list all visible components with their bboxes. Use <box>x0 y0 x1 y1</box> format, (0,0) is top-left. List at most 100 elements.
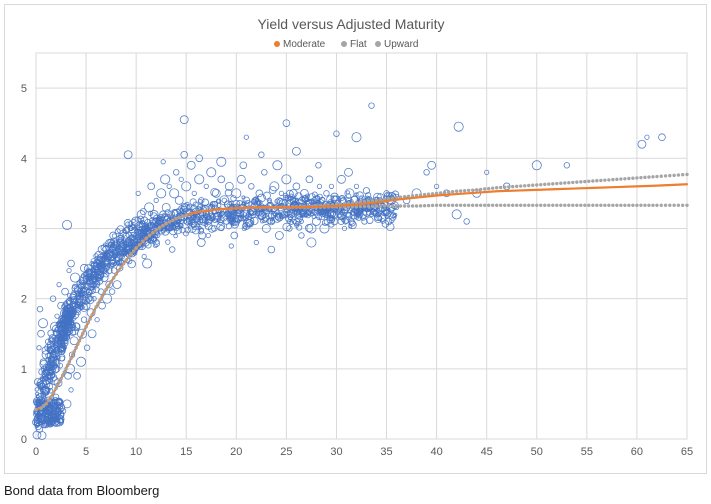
scatter-point <box>402 196 411 205</box>
flat-curve-point <box>74 346 78 350</box>
scatter-point <box>323 190 330 197</box>
flat-curve-point <box>86 321 90 325</box>
x-tick-label: 50 <box>531 446 543 458</box>
scatter-point <box>111 245 121 254</box>
upward-curve-point <box>450 189 455 194</box>
scatter-point <box>291 218 297 225</box>
scatter-point <box>268 186 277 194</box>
upward-curve-point <box>547 182 551 186</box>
flat-curve-point <box>98 298 102 302</box>
scatter-point <box>131 216 142 227</box>
x-tick-label: 35 <box>380 446 392 458</box>
flat-curve-point <box>370 204 375 208</box>
upward-curve-point <box>354 200 359 205</box>
scatter-point <box>48 420 53 426</box>
caption: Bond data from Bloomberg <box>4 483 160 498</box>
flat-curve-point <box>643 203 647 207</box>
flat-curve-point <box>154 228 158 232</box>
scatter-point <box>256 209 267 220</box>
scatter-point <box>168 226 174 232</box>
scatter-point <box>147 182 155 191</box>
scatter-point <box>264 212 270 218</box>
x-tick-label: 20 <box>230 446 242 458</box>
scatter-point <box>319 223 330 234</box>
scatter-point <box>344 188 355 199</box>
flat-curve-point <box>174 217 178 221</box>
flat-curve-point <box>96 302 100 306</box>
scatter-point <box>205 232 211 239</box>
upward-curve-point <box>434 191 439 196</box>
scatter-point <box>333 130 340 137</box>
scatter-point <box>261 169 268 176</box>
x-tick-label: 60 <box>631 446 643 458</box>
upward-curve-point <box>635 176 639 180</box>
scatter-point <box>484 169 490 175</box>
x-tick-label: 5 <box>83 446 89 458</box>
scatter-point <box>85 295 95 305</box>
scatter-point <box>34 423 40 428</box>
scatter-point <box>75 310 81 316</box>
flat-curve-point <box>129 252 133 256</box>
scatter-point <box>296 224 303 231</box>
scatter-point <box>89 260 95 267</box>
scatter-point <box>178 176 184 182</box>
scatter-point <box>336 211 343 218</box>
y-tick-label: 2 <box>21 294 27 306</box>
scatter-point <box>295 220 300 226</box>
scatter-point <box>160 174 171 185</box>
scatter-point <box>45 338 52 345</box>
upward-curve-point <box>519 184 523 188</box>
scatter-point <box>99 273 109 282</box>
scatter-point <box>100 244 108 252</box>
scatter-point <box>104 249 114 259</box>
scatter-point <box>128 234 136 242</box>
flat-curve-point <box>92 309 96 313</box>
scatter-point <box>261 214 270 222</box>
upward-curve-point <box>676 173 681 177</box>
scatter-point <box>344 167 353 177</box>
flat-curve-point <box>378 204 383 208</box>
scatter-point <box>136 210 146 219</box>
scatter-point <box>287 196 293 202</box>
scatter-point <box>198 231 207 240</box>
scatter-point <box>255 189 264 198</box>
scatter-point <box>257 193 266 203</box>
scatter-point <box>208 224 216 233</box>
scatter-point <box>113 240 120 247</box>
flat-curve-point <box>478 203 483 207</box>
scatter-point <box>637 139 647 149</box>
upward-curve-point <box>430 192 435 196</box>
scatter-point <box>51 414 59 422</box>
flat-curve-point <box>124 258 128 262</box>
scatter-point <box>217 175 226 184</box>
flat-curve-point <box>94 305 98 309</box>
scatter-point <box>267 245 276 254</box>
scatter-point <box>306 223 317 234</box>
scatter-point <box>76 294 84 303</box>
scatter-point <box>267 217 276 226</box>
scatter-point <box>47 372 55 380</box>
flat-curve-point <box>104 288 108 292</box>
upward-curve-point <box>615 177 619 182</box>
flat-curve-point <box>547 203 551 207</box>
scatter-point <box>423 169 430 176</box>
scatter-point <box>128 225 134 232</box>
scatter-point <box>287 214 294 220</box>
upward-curve-point <box>366 199 371 203</box>
scatter-point <box>348 224 353 229</box>
scatter-point <box>40 421 48 429</box>
flat-curve-point <box>499 203 503 207</box>
flat-curve-point <box>390 204 395 208</box>
scatter-point <box>165 225 171 232</box>
scatter-point <box>41 385 51 395</box>
flat-curve-point <box>466 203 471 207</box>
scatter-point <box>194 174 205 185</box>
scatter-point <box>79 295 88 304</box>
scatter-point <box>341 217 346 223</box>
scatter-point <box>38 318 49 329</box>
flat-curve-point <box>39 406 43 410</box>
scatter-point <box>122 228 127 234</box>
upward-curve-point <box>382 197 387 201</box>
scatter-point <box>355 191 364 200</box>
legend-marker-moderate <box>274 41 280 47</box>
